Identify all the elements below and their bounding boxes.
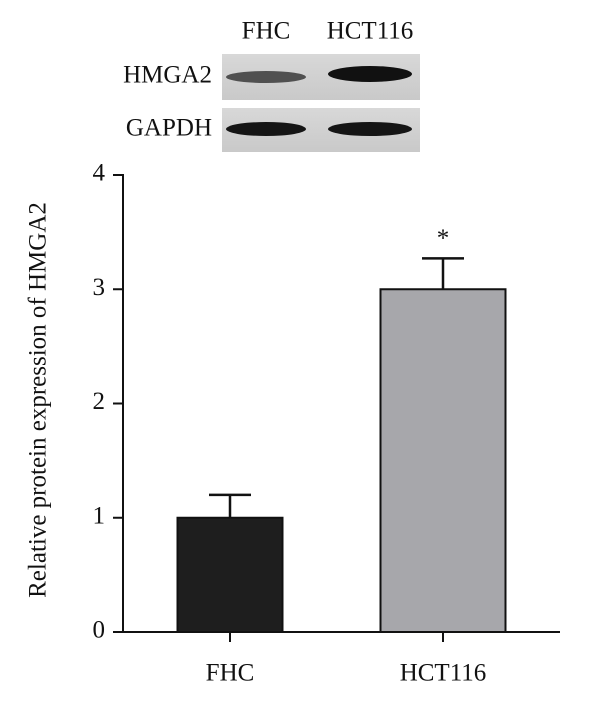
blot-band <box>328 122 412 136</box>
lane-label: HCT116 <box>327 18 414 45</box>
western-blot: FHC HCT116 HMGA2 GAPDH <box>123 18 420 152</box>
y-tick-label: 3 <box>93 274 106 301</box>
bar <box>176 516 284 633</box>
lane-label: FHC <box>242 18 291 45</box>
annotation: * <box>437 225 450 252</box>
x-tick-label: HCT116 <box>400 660 487 687</box>
row-label: HMGA2 <box>123 62 212 89</box>
x-tick-label: FHC <box>206 660 255 687</box>
y-tick-label: 1 <box>93 502 106 529</box>
row-label: GAPDH <box>126 115 212 142</box>
blot-band <box>226 122 306 136</box>
blot-band <box>328 66 412 82</box>
error-bar <box>422 257 464 290</box>
y-tick-label: 2 <box>93 388 106 415</box>
blot-band <box>226 71 306 83</box>
y-tick-label: 0 <box>93 617 106 644</box>
y-tick-label: 4 <box>93 160 106 187</box>
error-bar <box>209 493 251 518</box>
bar <box>379 288 507 633</box>
y-axis-label: Relative protein expression of HMGA2 <box>25 202 52 598</box>
